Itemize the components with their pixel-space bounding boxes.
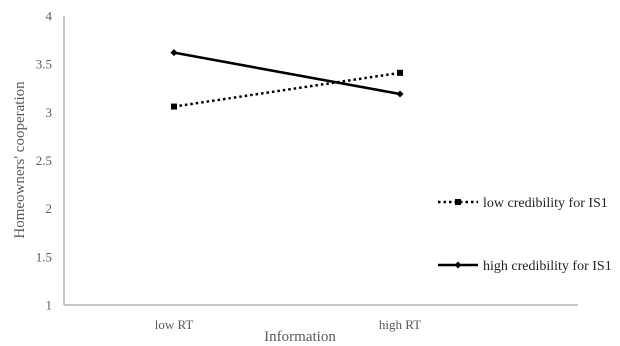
data-point xyxy=(170,49,178,57)
legend-label-2: high credibility for IS1 xyxy=(483,259,612,274)
y-tick-label: 3 xyxy=(46,105,53,120)
axes xyxy=(63,16,578,306)
y-axis-title: Homeowners' cooperation xyxy=(12,81,28,239)
x-tick-labels: low RT high RT xyxy=(155,317,421,332)
series-line-2 xyxy=(173,51,401,96)
y-tick-label: 1.5 xyxy=(36,249,52,264)
y-tick-label: 1 xyxy=(46,298,53,313)
legend-marker xyxy=(455,199,461,205)
x-axis-title: Information xyxy=(264,329,336,345)
legend: low credibility for IS1 high credibility … xyxy=(438,196,612,274)
legend-marker xyxy=(454,261,462,269)
series-group xyxy=(170,49,404,110)
y-tick-labels: 1 1.5 2 2.5 3 3.5 4 xyxy=(36,9,53,313)
y-tick-label: 4 xyxy=(46,9,53,24)
y-tick-label: 2 xyxy=(46,201,53,216)
x-tick-label: low RT xyxy=(155,317,194,332)
series-line-1 xyxy=(173,71,401,108)
y-tick-label: 3.5 xyxy=(36,57,52,72)
data-point xyxy=(396,90,404,98)
y-tick-label: 2.5 xyxy=(36,153,52,168)
legend-label-1: low credibility for IS1 xyxy=(483,196,608,211)
x-tick-label: high RT xyxy=(379,317,421,332)
data-point xyxy=(171,103,177,110)
data-point xyxy=(397,69,403,76)
